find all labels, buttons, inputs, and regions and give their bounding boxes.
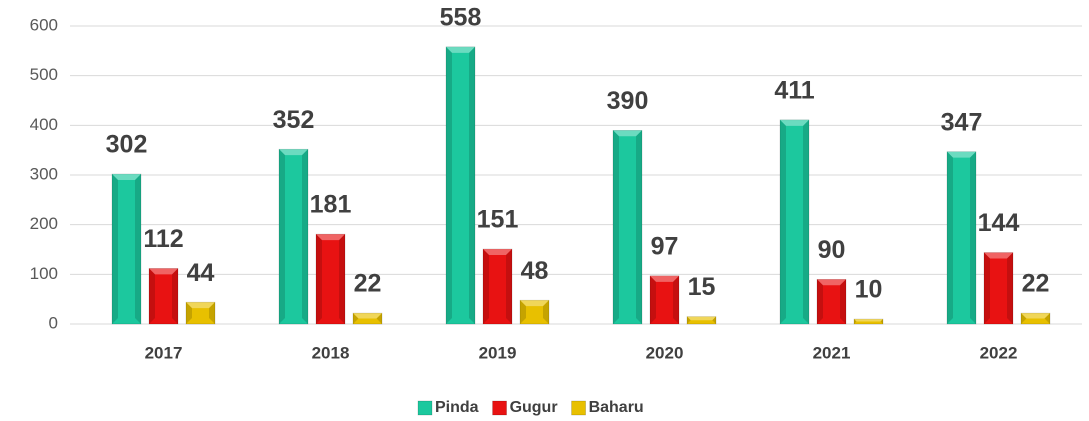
legend-label: Pinda xyxy=(435,399,479,416)
x-tick-label: 2020 xyxy=(646,343,684,362)
legend-swatch xyxy=(417,400,433,416)
data-label: 10 xyxy=(855,276,883,304)
bar xyxy=(315,233,346,325)
x-tick-label: 2022 xyxy=(980,343,1018,362)
bar xyxy=(612,130,643,325)
data-label: 558 xyxy=(440,3,482,31)
bar xyxy=(482,248,513,325)
bar xyxy=(519,299,550,325)
y-tick-label: 100 xyxy=(30,264,58,283)
data-label: 22 xyxy=(354,270,382,298)
bar xyxy=(445,46,476,325)
bar xyxy=(111,173,142,325)
legend-swatch xyxy=(571,400,586,416)
x-tick-label: 2017 xyxy=(145,343,183,362)
data-label: 352 xyxy=(273,106,315,134)
data-label: 90 xyxy=(818,236,846,264)
bar xyxy=(185,301,216,325)
data-label: 151 xyxy=(477,206,519,234)
y-tick-label: 600 xyxy=(30,15,58,34)
bar xyxy=(686,316,717,325)
bar xyxy=(779,119,810,325)
x-tick-label: 2018 xyxy=(312,343,350,362)
bar xyxy=(148,268,179,325)
data-label: 302 xyxy=(106,131,148,159)
y-tick-label: 0 xyxy=(49,313,58,332)
bar xyxy=(1020,312,1051,325)
y-tick-label: 200 xyxy=(30,214,58,233)
data-label: 112 xyxy=(143,225,183,253)
bar xyxy=(816,279,847,325)
legend-label: Gugur xyxy=(510,399,558,416)
data-label: 181 xyxy=(310,191,352,219)
data-label: 15 xyxy=(688,273,716,301)
bar xyxy=(983,252,1014,325)
y-tick-label: 500 xyxy=(30,65,58,84)
data-label: 144 xyxy=(978,209,1020,237)
bar xyxy=(278,148,309,325)
legend-swatch xyxy=(492,400,507,416)
legend-label: Baharu xyxy=(589,399,644,416)
y-tick-label: 300 xyxy=(30,164,58,183)
bar xyxy=(649,275,680,325)
y-tick-label: 400 xyxy=(30,115,58,134)
data-label: 390 xyxy=(607,87,649,115)
data-label: 48 xyxy=(521,257,549,285)
data-label: 411 xyxy=(774,76,814,104)
data-label: 44 xyxy=(187,259,215,287)
data-label: 97 xyxy=(651,232,679,260)
bar xyxy=(946,151,977,325)
bar xyxy=(352,312,383,325)
x-tick-label: 2019 xyxy=(479,343,517,362)
bar xyxy=(853,318,884,325)
data-label: 22 xyxy=(1022,270,1050,298)
x-tick-label: 2021 xyxy=(813,343,851,362)
data-label: 347 xyxy=(941,108,983,136)
